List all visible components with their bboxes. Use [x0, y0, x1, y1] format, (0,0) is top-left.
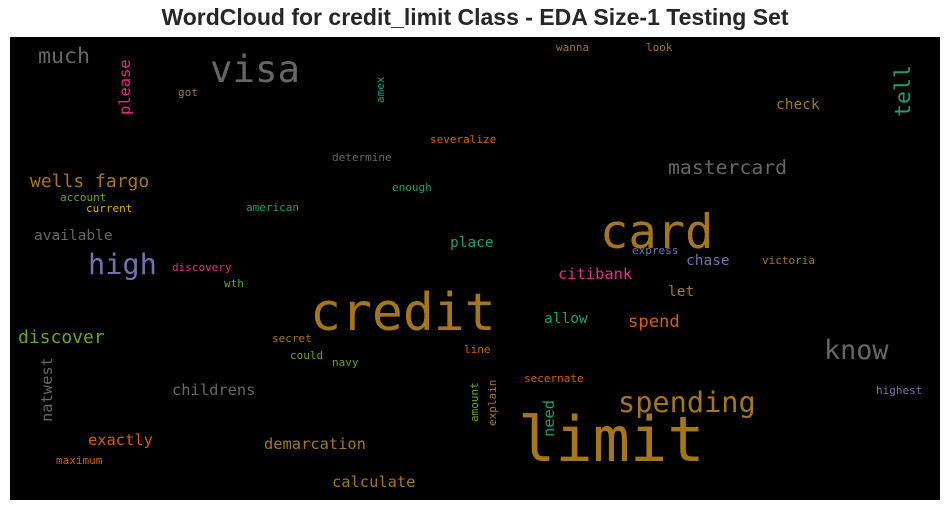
word-allow: allow — [544, 311, 588, 327]
word-demarcation: demarcation — [264, 435, 366, 453]
word-know: know — [824, 335, 889, 366]
word-highest: highest — [876, 384, 922, 397]
word-determine: determine — [332, 151, 392, 164]
word-victoria: victoria — [762, 254, 815, 267]
word-amount: amount — [468, 382, 481, 422]
word-discovery: discovery — [172, 261, 232, 274]
chart-title: WordCloud for credit_limit Class - EDA S… — [161, 4, 789, 30]
wordcloud-background — [10, 37, 940, 500]
word-visa: visa — [210, 47, 300, 91]
word-wanna: wanna — [556, 41, 589, 54]
word-enough: enough — [392, 181, 432, 194]
word-limit: limit — [518, 403, 705, 476]
word-mastercard: mastercard — [668, 156, 787, 179]
word-amex: amex — [374, 76, 387, 103]
word-discover: discover — [18, 327, 105, 348]
word-tell: tell — [891, 65, 916, 117]
word-calculate: calculate — [332, 473, 415, 491]
word-childrens: childrens — [172, 381, 255, 399]
word-wells-fargo: wells fargo — [30, 171, 149, 192]
word-maximum: maximum — [56, 454, 103, 467]
word-available: available — [34, 228, 113, 244]
word-express: express — [632, 244, 678, 257]
word-please: please — [116, 59, 134, 115]
word-severalize: severalize — [430, 133, 496, 146]
word-check: check — [776, 97, 820, 113]
word-much: much — [38, 44, 90, 69]
word-exactly: exactly — [88, 431, 153, 449]
word-got: got — [178, 86, 198, 99]
word-could: could — [290, 349, 323, 362]
word-account: account — [60, 191, 106, 204]
word-card: card — [600, 205, 713, 260]
word-explain: explain — [486, 380, 499, 426]
word-chase: chase — [686, 253, 730, 269]
word-let: let — [668, 284, 694, 300]
word-secernate: secernate — [524, 372, 584, 385]
word-citibank: citibank — [558, 265, 633, 283]
word-natwest: natwest — [38, 357, 56, 422]
word-credit: credit — [310, 283, 496, 343]
word-navy: navy — [332, 356, 359, 369]
word-secret: secret — [272, 332, 312, 345]
word-spending: spending — [618, 385, 756, 419]
word-wth: wth — [224, 277, 244, 290]
word-american: american — [246, 201, 299, 214]
word-current: current — [86, 202, 132, 215]
wordcloud-words: limit credit card visa spending high know tell m… — [18, 41, 922, 491]
word-line: line — [464, 343, 491, 356]
wordcloud-canvas: limit credit card visa spending high know tell m… — [10, 37, 940, 500]
word-spend: spend — [628, 312, 680, 332]
word-high: high — [88, 247, 157, 281]
word-place: place — [450, 235, 494, 251]
word-look: look — [646, 41, 673, 54]
word-need: need — [540, 400, 558, 437]
